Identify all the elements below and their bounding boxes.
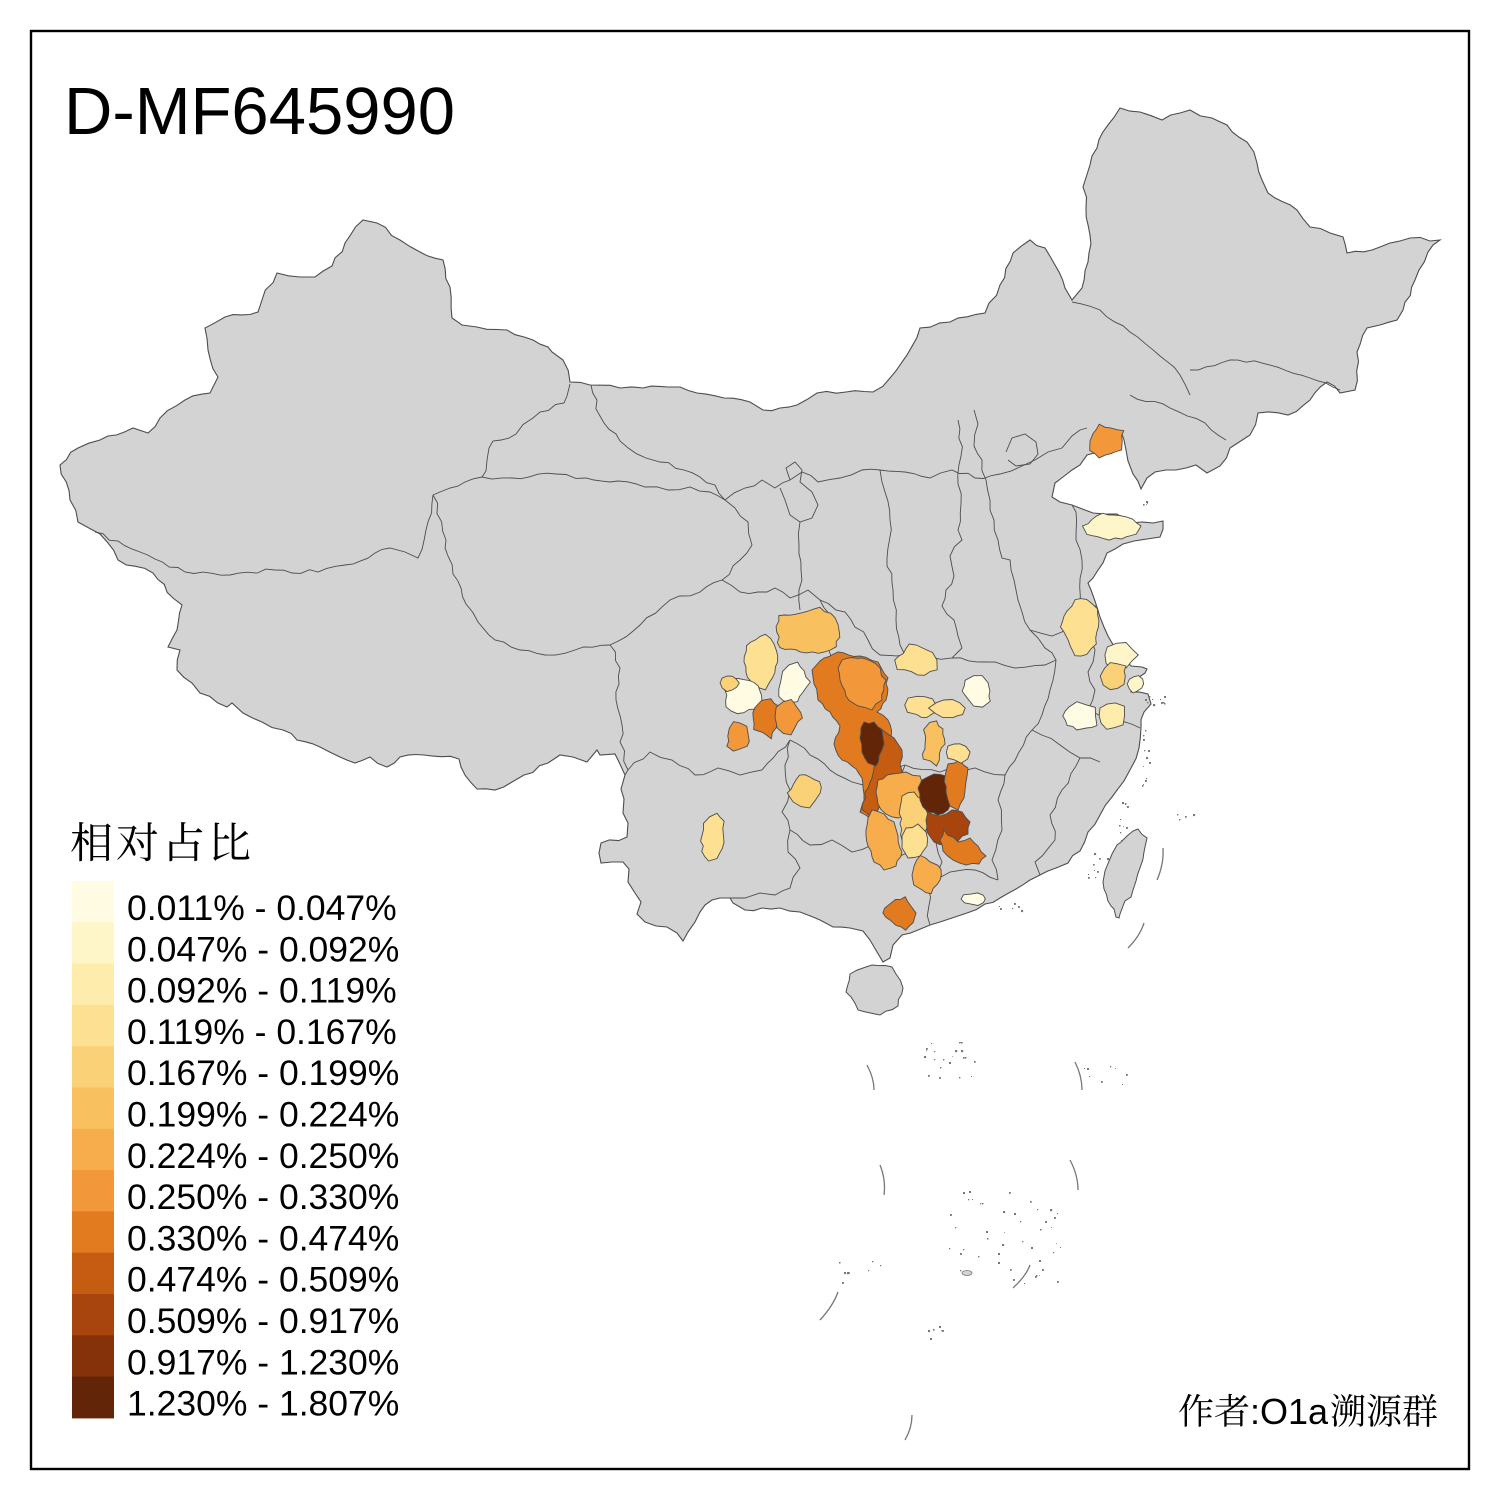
- svg-text:0.917% - 1.230%: 0.917% - 1.230%: [127, 1342, 399, 1382]
- svg-text:1.230% - 1.807%: 1.230% - 1.807%: [127, 1384, 399, 1424]
- svg-text:0.250% - 0.330%: 0.250% - 0.330%: [127, 1177, 399, 1217]
- svg-text:0.199% - 0.224%: 0.199% - 0.224%: [127, 1095, 399, 1135]
- svg-text:0.167% - 0.199%: 0.167% - 0.199%: [127, 1053, 399, 1093]
- svg-text::O1a: :O1a: [1250, 1391, 1329, 1432]
- svg-text:0.330% - 0.474%: 0.330% - 0.474%: [127, 1218, 399, 1258]
- svg-text:0.092% - 0.119%: 0.092% - 0.119%: [127, 971, 397, 1011]
- svg-text:0.011% - 0.047%: 0.011% - 0.047%: [127, 888, 397, 928]
- svg-text:0.474% - 0.509%: 0.474% - 0.509%: [127, 1260, 399, 1300]
- svg-text:0.224% - 0.250%: 0.224% - 0.250%: [127, 1136, 399, 1176]
- svg-text:0.509% - 0.917%: 0.509% - 0.917%: [127, 1301, 399, 1341]
- svg-text:0.119% - 0.167%: 0.119% - 0.167%: [127, 1012, 397, 1052]
- svg-text:D-MF645990: D-MF645990: [64, 74, 455, 149]
- svg-text:0.047% - 0.092%: 0.047% - 0.092%: [127, 929, 399, 969]
